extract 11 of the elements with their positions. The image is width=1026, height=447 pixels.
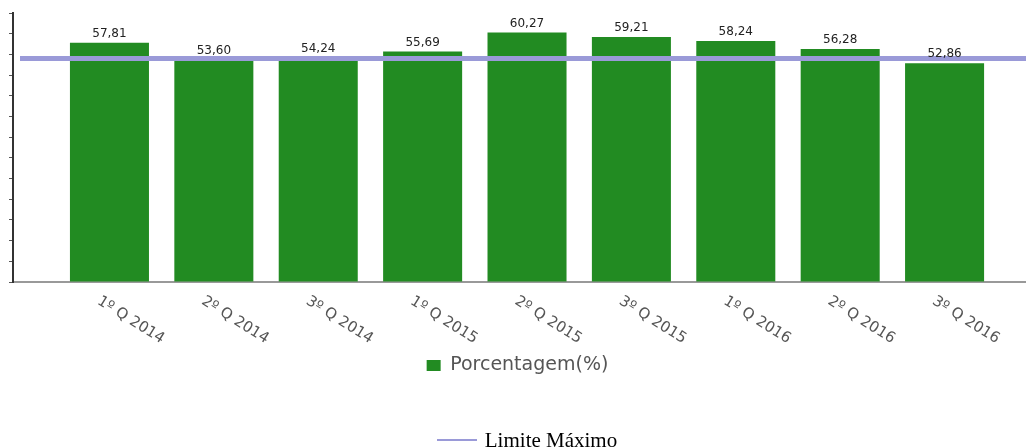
- legend-label: Limite Máximo: [484, 428, 618, 447]
- data-label: 60,27: [509, 15, 545, 30]
- data-label: 57,81: [92, 25, 127, 40]
- data-label: 56,28: [823, 32, 858, 47]
- data-label: 58,24: [718, 24, 753, 39]
- data-label: 55,69: [405, 34, 440, 49]
- data-label: 53,60: [196, 43, 232, 58]
- data-label: 54,24: [301, 40, 336, 55]
- legend-label: Porcentagem(%): [450, 352, 609, 375]
- data-label: 59,21: [614, 20, 649, 35]
- data-label: 52,86: [927, 46, 962, 61]
